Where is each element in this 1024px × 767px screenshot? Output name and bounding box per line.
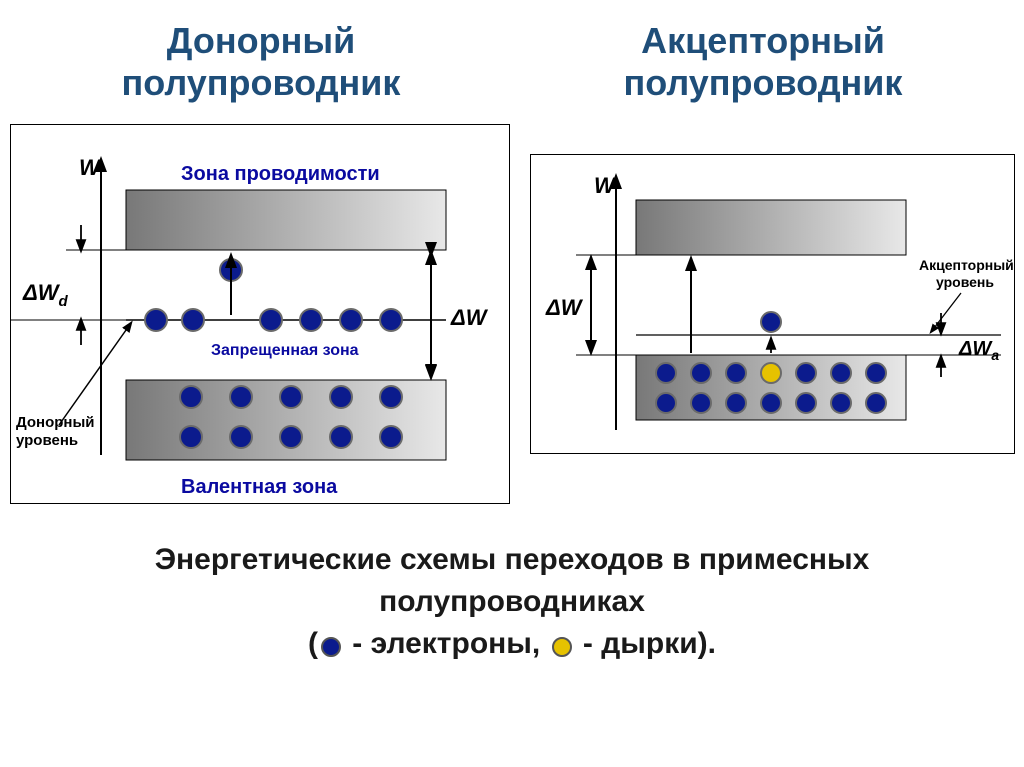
svg-text:уровень: уровень (16, 432, 78, 449)
caption: Энергетические схемы переходов в примесн… (0, 519, 1024, 675)
svg-text:ΔWd: ΔWd (22, 280, 69, 310)
svg-text:ΔW: ΔW (450, 305, 489, 330)
svg-text:W: W (594, 173, 617, 198)
svg-text:Донорный: Донорный (16, 414, 95, 431)
right-title: Акцепторный полупроводник (532, 20, 994, 104)
title-row: Донорный полупроводник Акцепторный полуп… (0, 0, 1024, 114)
diagram-row: W Зона проводимости Валентная зона Запрещен… (0, 114, 1024, 519)
svg-text:Акцепторный: Акцепторный (919, 257, 1014, 273)
svg-text:Запрещенная зона: Запрещенная зона (211, 342, 359, 359)
svg-text:ΔW: ΔW (545, 295, 584, 320)
legend-hole-icon (552, 637, 572, 657)
donor-svg: W Зона проводимости Валентная зона Запрещен… (11, 125, 511, 505)
legend-electron-icon (321, 637, 341, 657)
donor-diagram: W Зона проводимости Валентная зона Запрещен… (10, 124, 510, 504)
caption-line1: Энергетические схемы переходов в примесн… (155, 543, 870, 618)
svg-text:уровень: уровень (936, 274, 994, 290)
left-title: Донорный полупроводник (30, 20, 492, 104)
svg-text:Зона проводимости: Зона проводимости (181, 163, 380, 185)
caption-legend: ( - электроны, - дырки). (308, 627, 716, 660)
svg-text:ΔWa: ΔWa (958, 338, 999, 363)
svg-text:Валентная зона: Валентная зона (181, 476, 338, 498)
acceptor-diagram: W ΔW ΔWa Акцепторныйуровень (530, 154, 1015, 454)
svg-text:W: W (79, 155, 102, 180)
acceptor-svg: W ΔW ΔWa Акцепторныйуровень (531, 155, 1016, 455)
